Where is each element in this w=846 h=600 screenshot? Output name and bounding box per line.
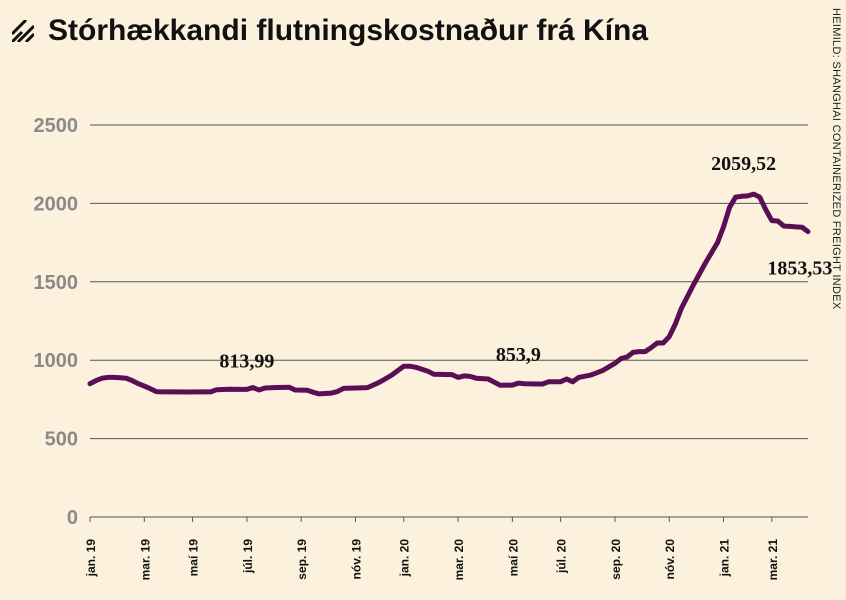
y-tick-label: 2500 [34,115,79,137]
x-tick-label: mar. 19 [138,539,152,581]
data-label: 853,9 [496,344,541,366]
data-label: 813,99 [219,350,274,372]
y-tick-label: 500 [45,429,78,451]
x-tick-label: jan. 20 [398,539,412,578]
x-tick-label: jan. 21 [718,539,732,578]
x-tick-label: mar. 21 [766,539,780,581]
chart-title-wrap: Stórhækkandi flutningskostnaður frá Kína [12,14,648,48]
x-tick-label: sep. 19 [295,539,309,580]
data-label: 1853,53 [767,257,832,279]
data-label: 2059,52 [711,153,776,175]
x-tick-label: júl. 19 [241,539,255,574]
source-note: HEIMILD: SHANGHAI CONTAINERIZED FREIGHT … [830,8,842,310]
x-tick-label: mar. 20 [452,539,466,581]
chart-title: Stórhækkandi flutningskostnaður frá Kína [48,14,649,47]
y-tick-label: 1000 [34,350,79,372]
x-tick-label: sep. 20 [609,539,623,580]
hatch-icon [12,20,34,42]
y-tick-label: 1500 [34,272,79,294]
x-tick-label: nóv. 19 [349,539,363,580]
x-tick-label: maí 19 [187,539,201,577]
y-tick-label: 2000 [34,193,79,215]
x-tick-label: maí 20 [506,539,520,577]
y-tick-label: 0 [67,507,78,529]
series-line-0 [87,191,811,397]
x-tick-label: júl. 20 [555,539,569,574]
x-tick-label: jan. 19 [84,539,98,578]
x-tick-label: nóv. 20 [663,539,677,580]
